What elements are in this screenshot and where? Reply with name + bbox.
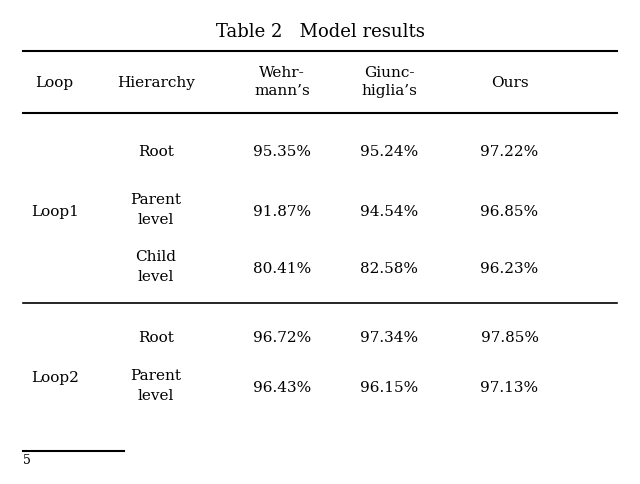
Text: 91.87%: 91.87%	[253, 204, 311, 218]
Text: Hierarchy: Hierarchy	[117, 76, 195, 90]
Text: 95.35%: 95.35%	[253, 145, 311, 159]
Text: Child: Child	[135, 249, 176, 263]
Text: 95.24%: 95.24%	[360, 145, 419, 159]
Text: level: level	[138, 212, 174, 227]
Text: 5: 5	[23, 453, 31, 466]
Text: Giunc-: Giunc-	[364, 66, 415, 80]
Text: 96.43%: 96.43%	[253, 380, 311, 394]
Text: Loop2: Loop2	[31, 371, 79, 385]
Text: Loop: Loop	[36, 76, 74, 90]
Text: 96.23%: 96.23%	[481, 261, 539, 275]
Text: Parent: Parent	[131, 368, 181, 382]
Text: 97.13%: 97.13%	[481, 380, 539, 394]
Text: 80.41%: 80.41%	[253, 261, 311, 275]
Text: 97.34%: 97.34%	[360, 330, 419, 344]
Text: Root: Root	[138, 330, 173, 344]
Text: 96.85%: 96.85%	[481, 204, 539, 218]
Text: Root: Root	[138, 145, 173, 159]
Text: 97.85%: 97.85%	[481, 330, 538, 344]
Text: 96.72%: 96.72%	[253, 330, 311, 344]
Text: Parent: Parent	[131, 192, 181, 206]
Text: level: level	[138, 270, 174, 284]
Text: higlia’s: higlia’s	[362, 84, 417, 98]
Text: 82.58%: 82.58%	[360, 261, 419, 275]
Text: Loop1: Loop1	[31, 204, 79, 218]
Text: Table 2   Model results: Table 2 Model results	[216, 23, 424, 41]
Text: Wehr-: Wehr-	[259, 66, 305, 80]
Text: level: level	[138, 389, 174, 403]
Text: 96.15%: 96.15%	[360, 380, 419, 394]
Text: 97.22%: 97.22%	[481, 145, 539, 159]
Text: 94.54%: 94.54%	[360, 204, 419, 218]
Text: mann’s: mann’s	[254, 84, 310, 98]
Text: Ours: Ours	[491, 76, 528, 90]
